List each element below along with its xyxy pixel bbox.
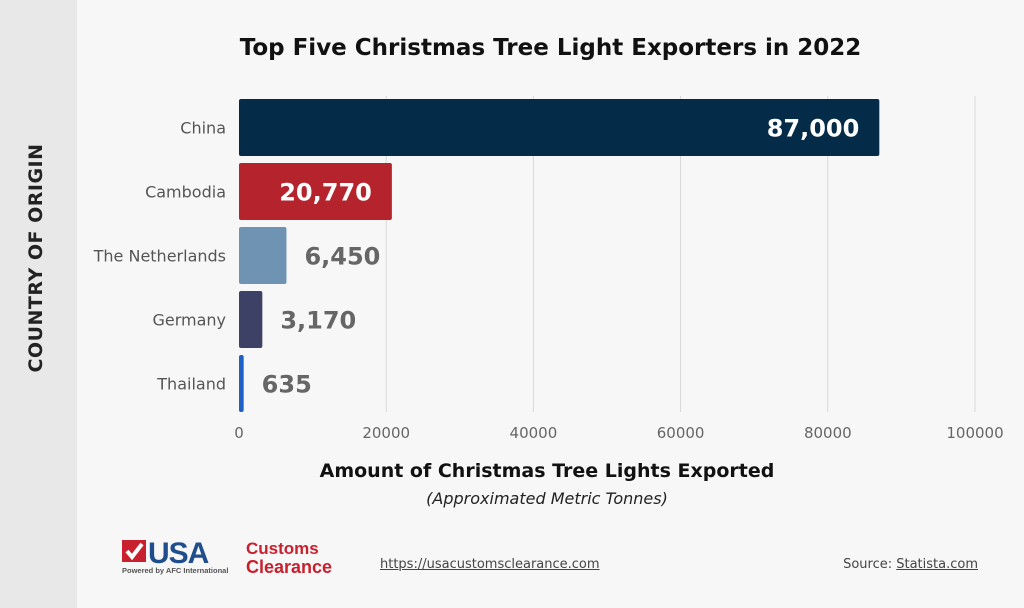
category-label: China — [180, 119, 226, 138]
bar-thailand — [239, 355, 244, 412]
x-tick-label: 40000 — [510, 424, 558, 442]
chart-title: Top Five Christmas Tree Light Exporters … — [239, 35, 862, 61]
data-label: 635 — [262, 371, 312, 399]
source-link[interactable]: Statista.com — [896, 557, 978, 572]
svg-text:Customs: Customs — [246, 539, 319, 558]
x-tick-label: 60000 — [657, 424, 705, 442]
source-note: Source: Statista.com — [843, 557, 978, 572]
x-tick-label: 100000 — [946, 424, 1003, 442]
data-label: 3,170 — [280, 307, 356, 335]
x-tick-label: 20000 — [362, 424, 410, 442]
svg-text:USA: USA — [148, 537, 209, 570]
data-label: 6,450 — [304, 243, 380, 271]
bar-the-netherlands — [239, 227, 287, 284]
x-tick-label: 80000 — [804, 424, 852, 442]
bar-cambodia — [239, 163, 392, 220]
category-label: Thailand — [156, 375, 226, 394]
data-label: 87,000 — [767, 115, 860, 143]
side-strip — [0, 0, 77, 608]
bar-germany — [239, 291, 263, 348]
category-label: The Netherlands — [93, 247, 226, 266]
category-label: Cambodia — [145, 183, 226, 202]
usa-customs-clearance-logo: USA Customs Clearance Powered by AFC Int… — [122, 537, 332, 577]
svg-text:Clearance: Clearance — [246, 557, 332, 577]
x-axis-label: Amount of Christmas Tree Lights Exported — [319, 460, 775, 482]
x-axis-sublabel: (Approximated Metric Tonnes) — [426, 489, 668, 508]
x-tick-label: 0 — [234, 424, 244, 442]
bar-china — [239, 99, 880, 156]
svg-text:Powered by AFC International: Powered by AFC International — [122, 566, 228, 575]
website-link[interactable]: https://usacustomsclearance.com — [380, 557, 600, 572]
category-label: Germany — [152, 311, 226, 330]
data-label: 20,770 — [279, 179, 372, 207]
source-label: Source: — [843, 557, 893, 572]
